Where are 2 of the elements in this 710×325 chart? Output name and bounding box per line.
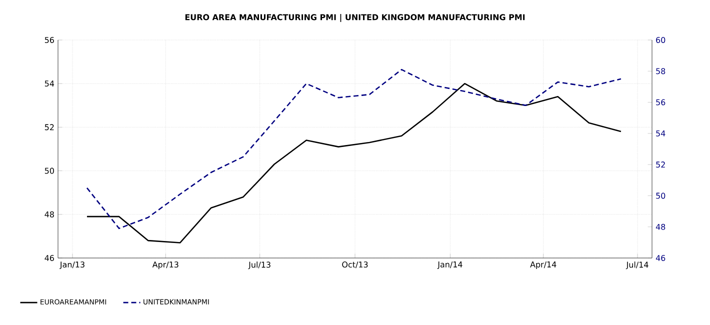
line-series [86,68,622,230]
line-series [86,82,622,244]
